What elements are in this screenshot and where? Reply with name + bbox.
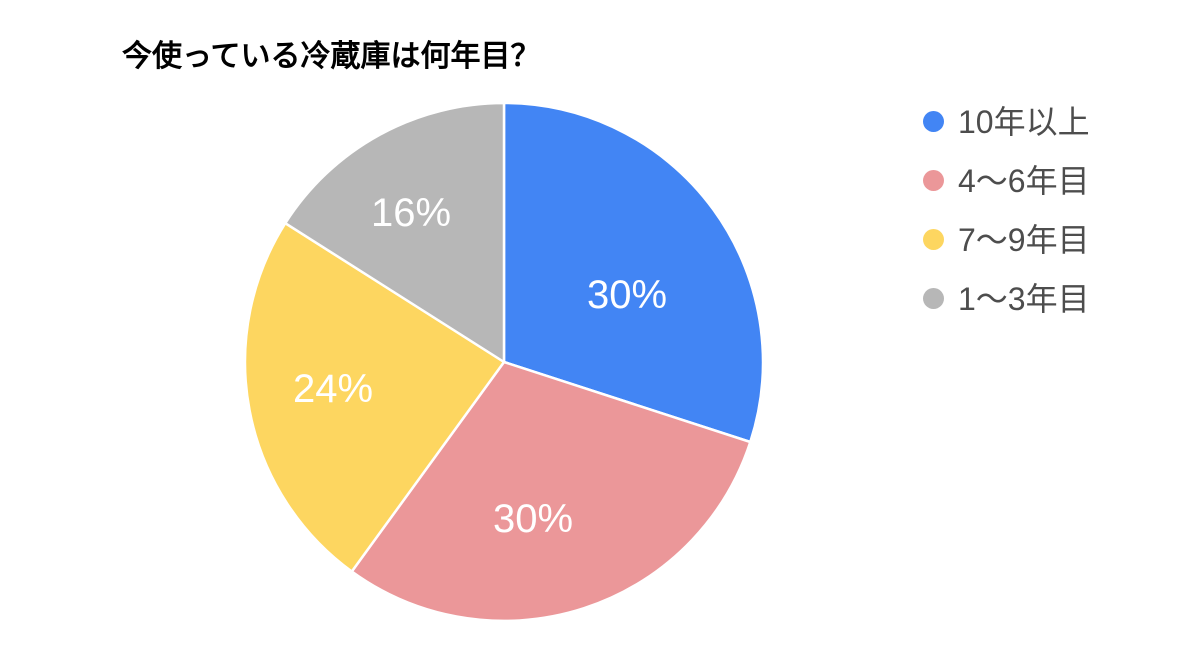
slice-percent-label: 30% xyxy=(493,497,573,541)
chart-title: 今使っている冷蔵庫は何年目？ xyxy=(122,40,541,73)
pie-slice-7〜9年目[interactable] xyxy=(243,221,506,573)
pie-slice-10年以上[interactable] xyxy=(502,101,765,444)
slice-percent-label: 30% xyxy=(587,273,667,317)
legend-item-10年以上[interactable]: 10年以上 xyxy=(923,92,1090,151)
legend-dot-icon xyxy=(923,229,944,250)
legend-item-4〜6年目[interactable]: 4〜6年目 xyxy=(923,151,1090,210)
slice-percent-label: 16% xyxy=(371,191,451,235)
legend-item-1〜3年目[interactable]: 1〜3年目 xyxy=(923,269,1090,328)
legend-label: 10年以上 xyxy=(958,103,1090,140)
legend-dot-icon xyxy=(923,170,944,191)
pie-slice-1〜3年目[interactable] xyxy=(284,101,506,364)
legend-dot-icon xyxy=(923,288,944,309)
chart-legend: 10年以上 4〜6年目 7〜9年目 1〜3年目 xyxy=(923,92,1090,328)
legend-item-7〜9年目[interactable]: 7〜9年目 xyxy=(923,210,1090,269)
legend-label: 4〜6年目 xyxy=(958,162,1090,199)
legend-dot-icon xyxy=(923,111,944,132)
pie-slice-4〜6年目[interactable] xyxy=(350,360,752,623)
legend-label: 1〜3年目 xyxy=(958,280,1090,317)
legend-label: 7〜9年目 xyxy=(958,221,1090,258)
slice-percent-label: 24% xyxy=(293,367,373,411)
